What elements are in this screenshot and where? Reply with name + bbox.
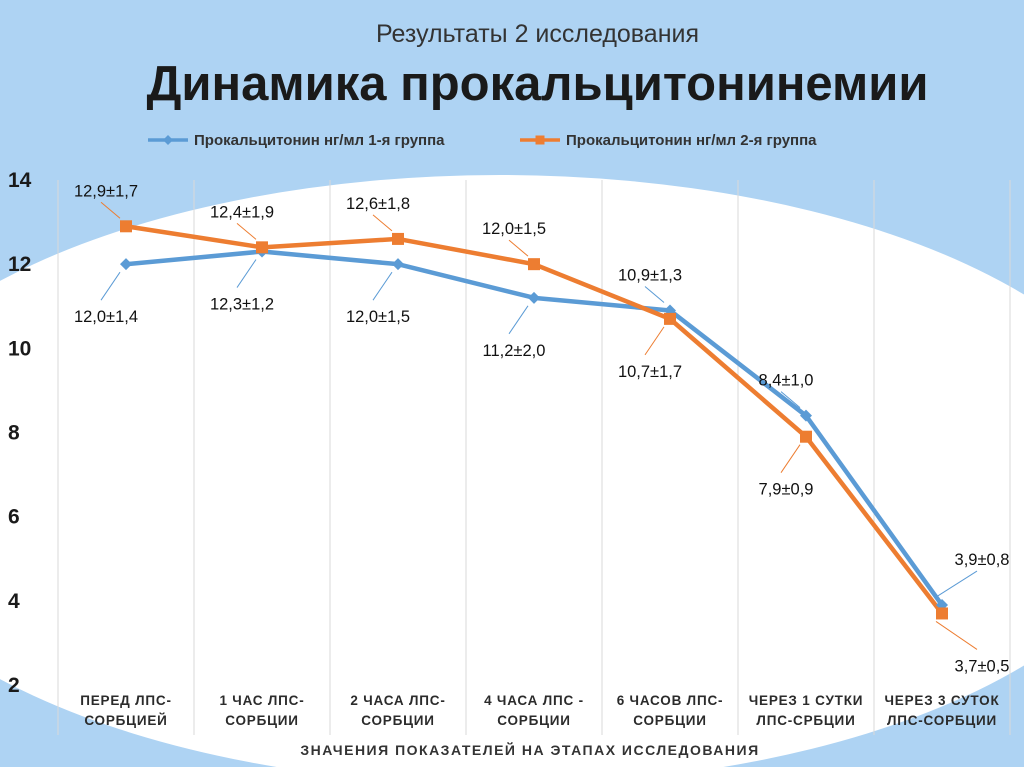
data-point xyxy=(664,312,676,325)
data-labels: 12,0±1,4 12,3±1,2 12,0±1,5 11,2±2,0 10,9±1,3… xyxy=(74,182,1010,675)
legend-label: Прокальцитонин нг/мл 1-я группа xyxy=(194,132,445,149)
data-point xyxy=(392,232,404,245)
label-leader-line xyxy=(372,214,393,232)
data-label: 12,0±1,5 xyxy=(346,308,410,326)
y-tick-label: 6 xyxy=(8,506,20,529)
x-tick-label: 1 ЧАС ЛПС-СОРБЦИИ xyxy=(219,693,304,728)
data-label: 3,9±0,8 xyxy=(955,551,1010,569)
label-leader-line xyxy=(100,201,121,219)
data-point xyxy=(936,607,948,620)
chart-grid xyxy=(57,180,1011,735)
x-tick-label: ЧЕРЕЗ 3 СУТОК ЛПС-СОРБЦИИ xyxy=(885,693,1000,728)
y-tick-label: 8 xyxy=(8,422,20,445)
slide-title: Динамика прокальцитонинемии xyxy=(146,57,929,111)
label-leader-line xyxy=(100,271,121,301)
legend-marker xyxy=(535,135,545,145)
label-leader-line xyxy=(236,259,257,288)
data-point xyxy=(800,409,812,422)
data-point xyxy=(528,291,540,304)
label-leader-line xyxy=(508,305,529,335)
data-label: 12,0±1,5 xyxy=(482,220,546,238)
data-label: 12,4±1,9 xyxy=(210,203,274,221)
label-leader-line xyxy=(780,444,801,473)
data-label: 12,9±1,7 xyxy=(74,182,138,200)
slide-subtitle: Результаты 2 исследования xyxy=(375,20,700,48)
x-tick-label: ПЕРЕД ЛПС-СОРБЦИЕЙ xyxy=(80,693,172,728)
y-axis: 2 4 6 8 10 12 14 xyxy=(8,169,32,697)
data-label: 8,4±1,0 xyxy=(759,372,814,390)
data-point xyxy=(120,258,132,271)
data-label: 11,2±2,0 xyxy=(483,342,546,360)
x-tick-label: ЧЕРЕЗ 1 СУТКИ ЛПС-СРБЦИИ xyxy=(749,693,864,728)
data-label: 10,9±1,3 xyxy=(618,266,682,284)
y-tick-label: 4 xyxy=(8,590,20,613)
data-label: 3,7±0,5 xyxy=(955,657,1010,675)
data-point xyxy=(256,241,268,254)
chart-legend: Прокальцитонин нг/мл 1-я группа Прокальци… xyxy=(148,132,817,149)
x-axis: ПЕРЕД ЛПС-СОРБЦИЕЙ 1 ЧАС ЛПС-СОРБЦИИ 2 ЧАС… xyxy=(80,693,1000,728)
data-label: 12,6±1,8 xyxy=(346,195,410,213)
label-leader-line xyxy=(236,222,257,240)
y-tick-label: 14 xyxy=(8,169,32,192)
data-point xyxy=(120,220,132,233)
x-axis-title: ЗНАЧЕНИЯ ПОКАЗАТЕЛЕЙ НА ЭТАПАХ ИССЛЕДОВА… xyxy=(300,741,759,758)
x-tick-label: 6 ЧАСОВ ЛПС-СОРБЦИИ xyxy=(617,693,724,728)
legend-marker xyxy=(163,135,173,145)
label-leader-line xyxy=(644,326,665,356)
data-point xyxy=(800,430,812,443)
data-label: 12,0±1,4 xyxy=(74,308,138,326)
label-leader-line xyxy=(935,570,978,598)
y-tick-label: 2 xyxy=(8,674,20,697)
chart-series xyxy=(120,220,948,620)
data-point xyxy=(528,258,540,271)
data-label: 7,9±0,9 xyxy=(759,481,814,499)
y-tick-label: 10 xyxy=(8,337,31,360)
data-point xyxy=(392,258,404,271)
label-leader-line xyxy=(644,286,665,303)
label-leader-line xyxy=(372,271,393,301)
legend-label: Прокальцитонин нг/мл 2-я группа xyxy=(566,132,817,149)
x-tick-label: 4 ЧАСА ЛПС -СОРБЦИИ xyxy=(484,693,584,728)
data-label: 10,7±1,7 xyxy=(618,363,682,381)
y-tick-label: 12 xyxy=(8,253,31,276)
data-label: 12,3±1,2 xyxy=(210,296,274,314)
series-line-2 xyxy=(125,224,944,615)
label-leader-line xyxy=(508,239,529,257)
label-leader-line xyxy=(780,391,801,409)
x-tick-label: 2 ЧАСА ЛПС-СОРБЦИИ xyxy=(350,693,445,728)
label-leader-line xyxy=(935,621,978,650)
